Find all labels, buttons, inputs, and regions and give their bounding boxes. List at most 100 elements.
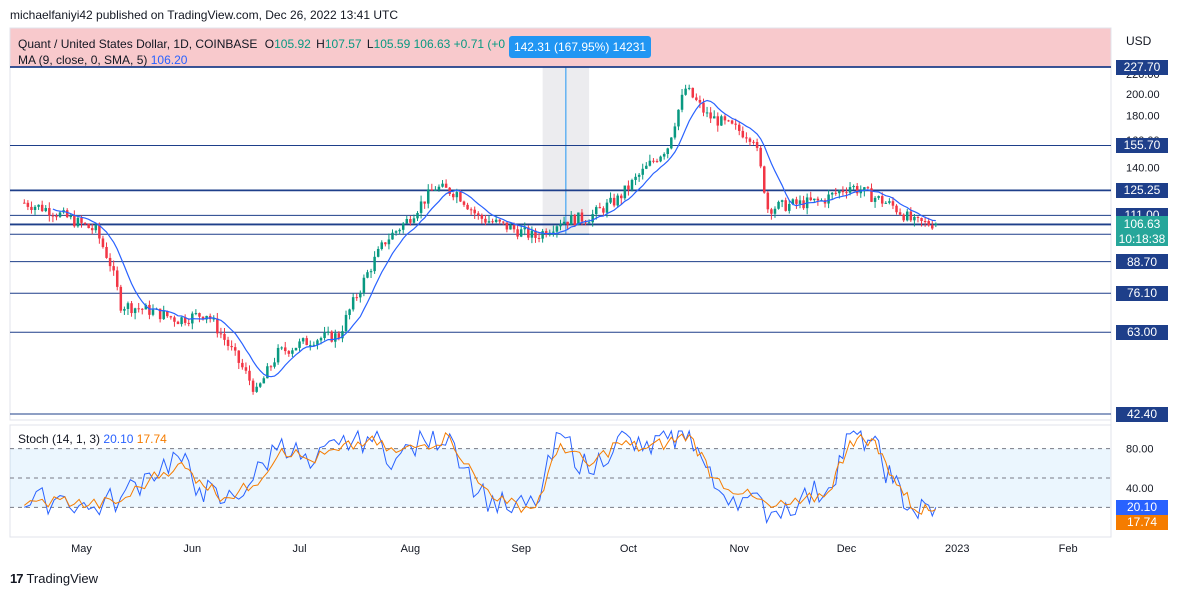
candle-body: [219, 333, 223, 335]
candle-body: [144, 304, 148, 310]
candle-body: [23, 202, 26, 204]
candle-body: [655, 160, 659, 162]
stoch-d-line: [23, 432, 936, 515]
candle-body: [620, 195, 623, 199]
candle-body: [677, 109, 680, 127]
candle-body: [913, 216, 916, 221]
level-price-tag: 125.25: [1116, 182, 1168, 198]
candle-body: [115, 270, 119, 287]
change-value: +0.71 (+0: [453, 37, 506, 51]
candle-body: [741, 130, 745, 138]
level-price-tag: 88.70: [1116, 254, 1168, 270]
stoch-legend: Stoch (14, 1, 3) 20.10 17.74: [18, 432, 167, 446]
candle-body: [462, 201, 466, 205]
candle-body: [519, 229, 523, 237]
candle-body: [759, 147, 762, 167]
candle-body: [266, 366, 269, 379]
candle-body: [659, 156, 662, 162]
candle-body: [123, 308, 126, 311]
stoch-band-fill: [10, 448, 1111, 508]
candle-body: [26, 202, 30, 207]
candle-body: [280, 347, 283, 349]
candle-body: [58, 212, 62, 217]
candle-body: [312, 344, 316, 346]
candle-body: [291, 350, 294, 354]
stoch-tick-label: 80.00: [1126, 444, 1154, 456]
candle-body: [502, 221, 505, 223]
candle-body: [158, 308, 162, 320]
y-tick-label: 140.00: [1126, 162, 1160, 174]
candle-body: [491, 221, 494, 223]
candle-body: [934, 223, 938, 225]
candle-body: [845, 192, 848, 194]
candle-body: [666, 148, 669, 155]
open-value: 105.92: [274, 37, 311, 51]
stoch-label: Stoch (14, 1, 3): [18, 432, 101, 446]
open-label: O: [264, 37, 275, 51]
candle-body: [573, 215, 577, 226]
candle-body: [916, 216, 920, 218]
measure-label[interactable]: 142.31 (167.95%) 14231: [509, 36, 651, 58]
candle-body: [55, 216, 58, 218]
candle-body: [473, 209, 476, 214]
candle-body: [273, 362, 276, 367]
candle-body: [605, 202, 609, 213]
candle-body: [634, 176, 637, 180]
candle-body: [187, 322, 190, 324]
candle-body: [873, 197, 877, 202]
x-tick-label: Sep: [511, 543, 531, 555]
candle-body: [562, 221, 566, 225]
candle-body: [931, 225, 934, 229]
candle-body: [469, 209, 473, 211]
candle-body: [569, 215, 573, 225]
candle-body: [94, 225, 98, 231]
candle-body: [430, 189, 434, 191]
candle-body: [798, 200, 802, 204]
candle-body: [770, 209, 773, 214]
stoch-ticks: 80.00 40.00: [1126, 444, 1154, 495]
candle-body: [695, 97, 698, 100]
candle-body: [763, 166, 766, 193]
candle-body: [841, 190, 845, 193]
candle-body: [544, 231, 548, 236]
symbol-label: Quant / United States Dollar, 1D, COINBA…: [18, 37, 258, 51]
candle-body: [905, 211, 909, 221]
candle-body: [65, 210, 69, 218]
x-ticks: May Jun Jul Aug Sep Oct Nov Dec 2023 Feb: [71, 543, 1077, 555]
tradingview-logo-icon: 17: [10, 571, 24, 586]
candle-body: [434, 189, 437, 191]
candle-body: [827, 194, 830, 204]
candle-body: [923, 220, 927, 222]
level-price-tag: 155.70: [1116, 137, 1168, 153]
candle-body: [201, 316, 205, 320]
candle-body: [166, 310, 169, 317]
candle-body: [877, 196, 880, 198]
stoch-d-value: 17.74: [136, 432, 167, 446]
tradingview-logo[interactable]: 17 TradingView: [10, 571, 98, 586]
candle-body: [130, 303, 133, 314]
candle-body: [359, 292, 362, 298]
candle-body: [108, 257, 112, 267]
candle-body: [498, 219, 501, 222]
candle-body: [816, 198, 820, 201]
candle-body: [30, 206, 33, 210]
candle-body: [323, 332, 326, 339]
candle-body: [294, 347, 298, 351]
candle-body: [33, 206, 37, 210]
candle-body: [566, 221, 569, 225]
level-price-tag: 42.40: [1116, 406, 1168, 422]
candle-body: [737, 124, 741, 131]
candle-body: [630, 179, 634, 190]
candle-body: [423, 201, 426, 204]
candle-body: [848, 187, 852, 193]
level-price-tag: 63.00: [1116, 324, 1168, 340]
candle-body: [895, 205, 898, 213]
candle-body: [401, 223, 405, 230]
high-value: 107.57: [324, 37, 362, 51]
candle-body: [788, 203, 791, 211]
candle-body: [813, 198, 816, 201]
candle-body: [698, 99, 702, 103]
candle-body: [216, 318, 219, 334]
candle-body: [648, 160, 652, 166]
